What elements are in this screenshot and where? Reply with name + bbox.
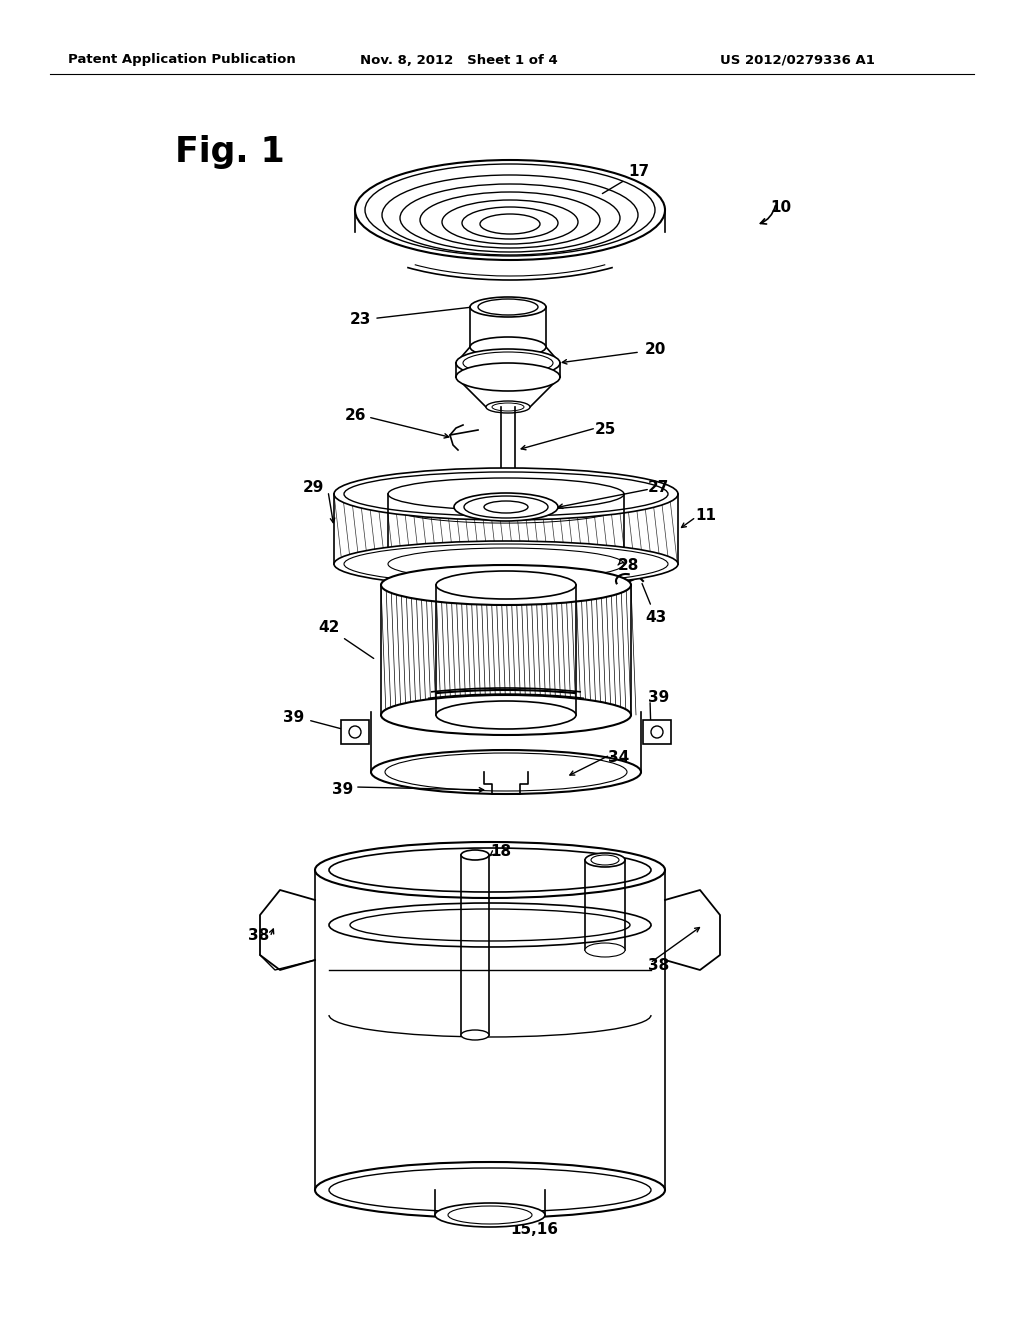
Text: 15,16: 15,16: [510, 1222, 558, 1238]
Ellipse shape: [371, 750, 641, 795]
Ellipse shape: [388, 478, 624, 510]
Bar: [643, 719, 671, 744]
Text: 39: 39: [332, 783, 353, 797]
Text: Nov. 8, 2012   Sheet 1 of 4: Nov. 8, 2012 Sheet 1 of 4: [360, 54, 558, 66]
Text: Patent Application Publication: Patent Application Publication: [68, 54, 296, 66]
Ellipse shape: [470, 337, 546, 356]
Ellipse shape: [585, 942, 625, 957]
Text: 39: 39: [648, 690, 670, 705]
Ellipse shape: [470, 297, 546, 317]
Ellipse shape: [315, 1162, 665, 1218]
Text: US 2012/0279336 A1: US 2012/0279336 A1: [720, 54, 874, 66]
Ellipse shape: [381, 696, 631, 735]
Ellipse shape: [486, 401, 530, 413]
Ellipse shape: [436, 701, 575, 729]
Ellipse shape: [461, 850, 489, 861]
Ellipse shape: [381, 565, 631, 605]
Ellipse shape: [315, 842, 665, 898]
Ellipse shape: [355, 160, 665, 260]
Text: 18: 18: [490, 845, 511, 859]
Circle shape: [349, 726, 361, 738]
Circle shape: [651, 726, 663, 738]
Ellipse shape: [464, 496, 548, 517]
Text: 11: 11: [695, 507, 716, 523]
Ellipse shape: [329, 847, 651, 892]
Text: 38: 38: [248, 928, 269, 942]
Ellipse shape: [334, 541, 678, 587]
Text: 10: 10: [770, 201, 792, 215]
Text: 17: 17: [602, 165, 649, 194]
Text: 38: 38: [648, 957, 670, 973]
Ellipse shape: [344, 473, 668, 516]
Ellipse shape: [365, 164, 655, 256]
Ellipse shape: [334, 469, 678, 520]
Ellipse shape: [456, 363, 560, 391]
Text: 27: 27: [648, 479, 670, 495]
Text: 28: 28: [618, 557, 639, 573]
Text: 34: 34: [608, 750, 630, 764]
Ellipse shape: [435, 1203, 545, 1228]
Text: 29: 29: [303, 480, 325, 495]
Ellipse shape: [436, 572, 575, 599]
Ellipse shape: [456, 348, 560, 378]
Ellipse shape: [484, 502, 528, 513]
Text: 20: 20: [645, 342, 667, 358]
Bar: [341, 719, 369, 744]
Ellipse shape: [461, 1030, 489, 1040]
Text: 43: 43: [642, 583, 667, 624]
Text: 23: 23: [350, 308, 470, 327]
Ellipse shape: [329, 903, 651, 946]
Text: 25: 25: [595, 422, 616, 437]
Ellipse shape: [454, 492, 558, 521]
Ellipse shape: [585, 853, 625, 867]
Text: Fig. 1: Fig. 1: [175, 135, 285, 169]
Text: 39: 39: [283, 710, 304, 726]
Text: 42: 42: [318, 620, 374, 659]
Text: 26: 26: [345, 408, 367, 422]
